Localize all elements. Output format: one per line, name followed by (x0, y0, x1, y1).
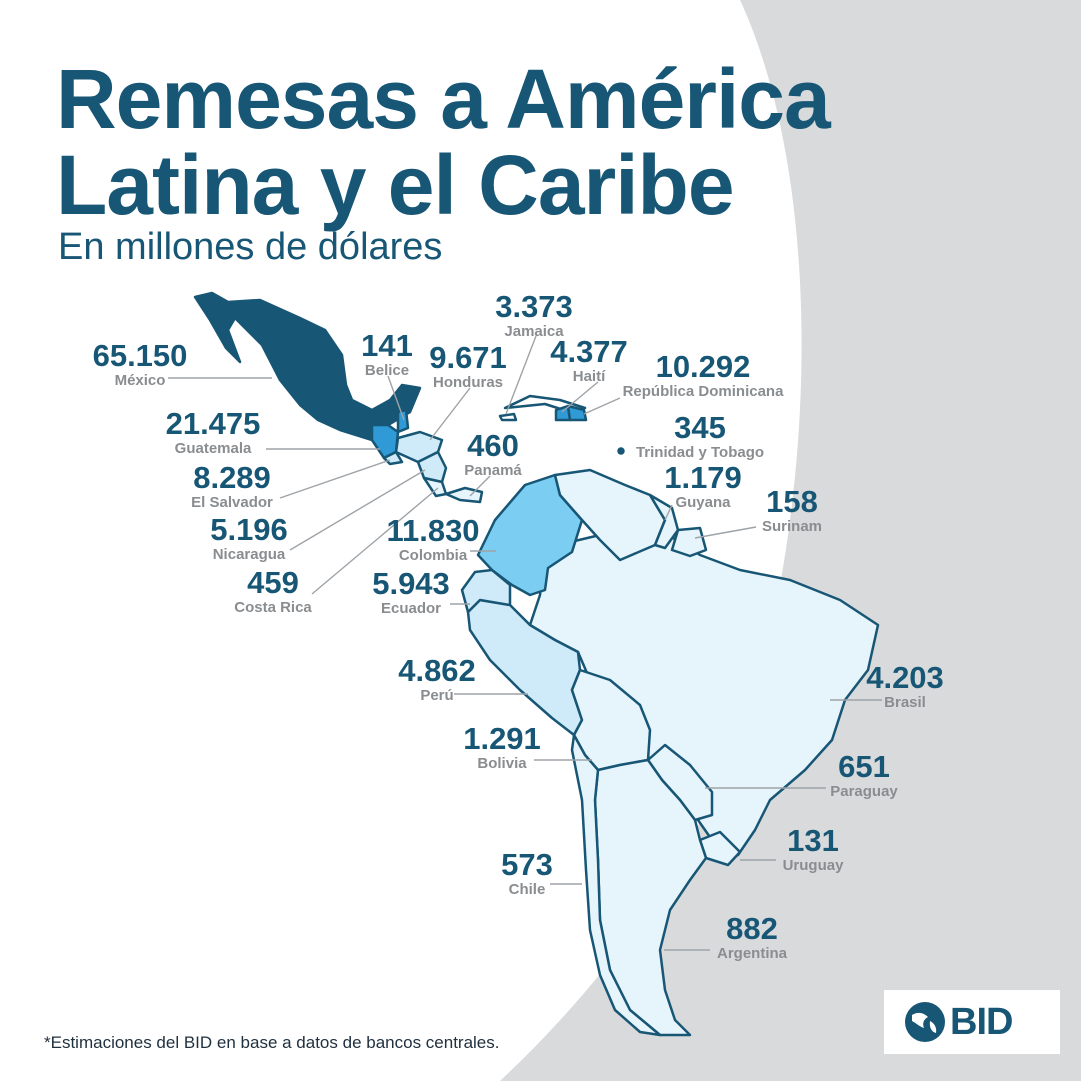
label-nicaragua: 5.196 Nicaragua (210, 512, 288, 564)
name-brasil: Brasil (884, 694, 926, 711)
value-paraguay: 651 (838, 749, 890, 784)
value-chile: 573 (501, 847, 553, 882)
country-colombia (476, 473, 584, 597)
globe-icon (905, 1002, 945, 1042)
name-haiti: Haití (572, 368, 606, 385)
value-colombia: 11.830 (386, 513, 480, 548)
value-trinidad-y-tobago: 345 (674, 410, 726, 445)
country-nicaragua (416, 450, 448, 484)
label-panama: 460 Panamá (464, 428, 522, 480)
country-surinam (670, 526, 708, 558)
label-colombia: 11.830 Colombia (386, 513, 480, 565)
label-honduras: 9.671 Honduras (429, 340, 507, 392)
label-el-salvador: 8.289 El Salvador (191, 460, 273, 512)
name-jamaica: Jamaica (504, 323, 564, 340)
country-mexico (193, 291, 422, 442)
name-el-salvador: El Salvador (191, 494, 273, 511)
value-el-salvador: 8.289 (193, 460, 271, 495)
label-paraguay: 651 Paraguay (830, 749, 898, 801)
country-chile (570, 733, 662, 1037)
value-panama: 460 (467, 428, 519, 463)
label-republica-dominicana: 10.292 República Dominicana (622, 349, 784, 401)
name-argentina: Argentina (716, 945, 788, 962)
value-ecuador: 5.943 (372, 566, 450, 601)
name-honduras: Honduras (432, 374, 504, 391)
value-brasil: 4.203 (866, 660, 944, 695)
name-guatemala: Guatemala (174, 440, 252, 457)
footnote: *Estimaciones del BID en base a datos de… (44, 1033, 500, 1052)
value-bolivia: 1.291 (463, 721, 541, 756)
name-nicaragua: Nicaragua (212, 546, 286, 563)
country-brasil (528, 528, 880, 857)
logo-text: BID (950, 1001, 1013, 1043)
name-surinam: Surinam (761, 518, 823, 535)
country-republica-dominicana (566, 404, 588, 422)
name-republica-dominicana: República Dominicana (622, 383, 784, 400)
name-costa-rica: Costa Rica (234, 599, 312, 616)
label-mexico: 65.150 México (92, 338, 188, 390)
value-belice: 141 (361, 328, 413, 363)
label-jamaica: 3.373 Jamaica (495, 289, 573, 341)
label-guatemala: 21.475 Guatemala (165, 406, 261, 458)
name-mexico: México (114, 372, 166, 389)
value-guatemala: 21.475 (165, 406, 261, 441)
label-ecuador: 5.943 Ecuador (372, 566, 450, 618)
bid-logo: BID (884, 990, 1060, 1054)
country-trinidad-y-tobago (617, 447, 625, 455)
label-uruguay: 131 Uruguay (782, 823, 844, 875)
label-haiti: 4.377 Haití (550, 334, 628, 386)
value-haiti: 4.377 (550, 334, 628, 369)
label-brasil: 4.203 Brasil (866, 660, 944, 712)
name-uruguay: Uruguay (782, 857, 844, 874)
country-jamaica (498, 412, 518, 422)
label-costa-rica: 459 Costa Rica (234, 565, 312, 617)
value-nicaragua: 5.196 (210, 512, 288, 547)
label-belice: 141 Belice (361, 328, 413, 380)
label-trinidad-y-tobago: 345 Trinidad y Tobago (635, 410, 765, 462)
country-panama (444, 486, 484, 504)
value-peru: 4.862 (398, 653, 476, 688)
country-belice (396, 408, 410, 434)
subtitle: En millones de dólares (58, 226, 443, 268)
name-guyana: Guyana (675, 494, 731, 511)
value-costa-rica: 459 (247, 565, 299, 600)
label-bolivia: 1.291 Bolivia (463, 721, 541, 773)
name-chile: Chile (508, 881, 546, 898)
title-line-2: Latina y el Caribe (56, 138, 735, 232)
name-paraguay: Paraguay (830, 783, 898, 800)
name-panama: Panamá (464, 462, 522, 479)
label-argentina: 882 Argentina (716, 911, 788, 963)
name-colombia: Colombia (398, 547, 468, 564)
label-surinam: 158 Surinam (761, 484, 823, 536)
value-honduras: 9.671 (429, 340, 507, 375)
country-ecuador (460, 568, 512, 614)
name-peru: Perú (420, 687, 454, 704)
name-belice: Belice (364, 362, 410, 379)
name-ecuador: Ecuador (380, 600, 442, 617)
value-republica-dominicana: 10.292 (655, 349, 751, 384)
value-surinam: 158 (766, 484, 818, 519)
page-title: Remesas a América Latina y el Caribe (56, 52, 831, 232)
name-bolivia: Bolivia (477, 755, 527, 772)
label-chile: 573 Chile (501, 847, 553, 899)
value-argentina: 882 (726, 911, 778, 946)
label-guyana: 1.179 Guyana (664, 460, 742, 512)
title-line-1: Remesas a América (56, 52, 831, 146)
label-peru: 4.862 Perú (398, 653, 476, 705)
value-guyana: 1.179 (664, 460, 742, 495)
value-uruguay: 131 (787, 823, 839, 858)
name-trinidad-y-tobago: Trinidad y Tobago (635, 444, 765, 461)
value-jamaica: 3.373 (495, 289, 573, 324)
value-mexico: 65.150 (92, 338, 188, 373)
